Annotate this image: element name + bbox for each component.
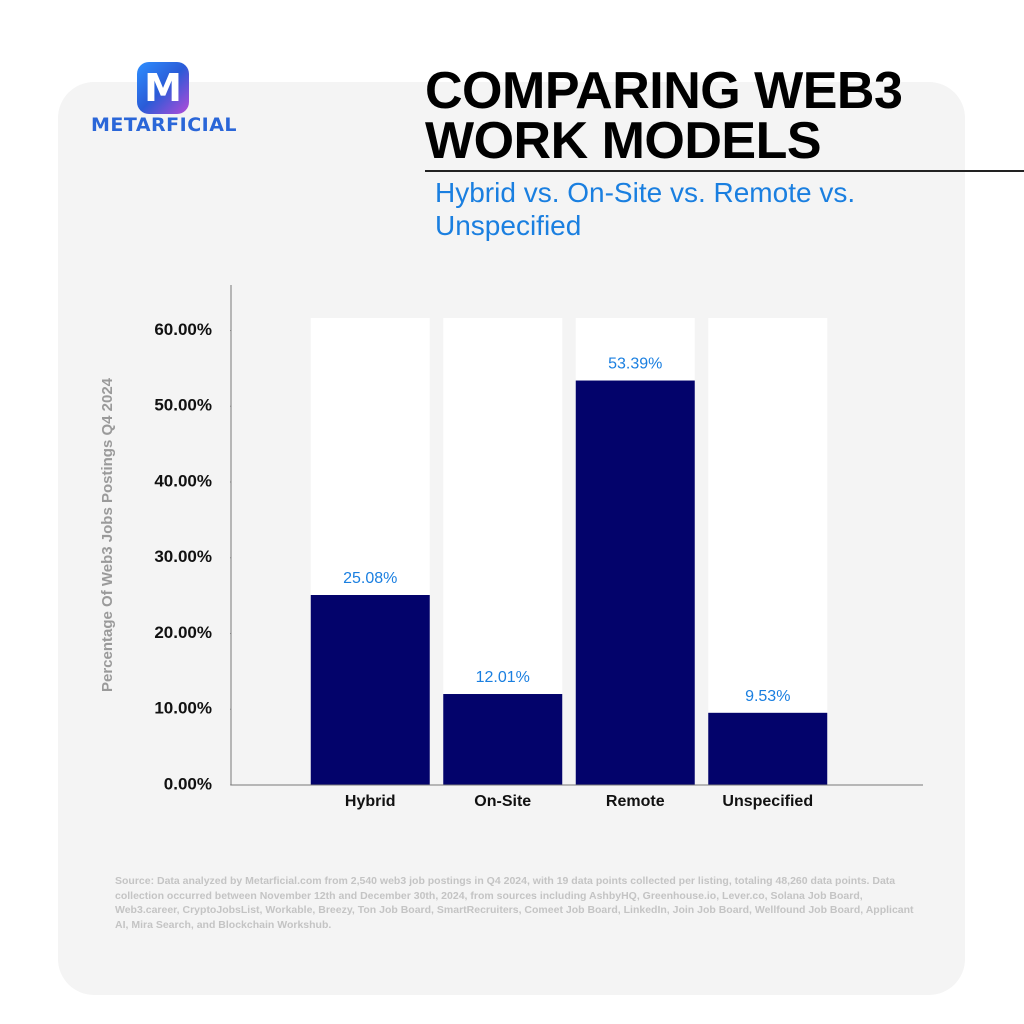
- bar: [708, 712, 828, 785]
- value-label: 12.01%: [476, 669, 530, 686]
- y-tick-label: 20.00%: [154, 623, 212, 642]
- logo-icon: M: [137, 62, 189, 114]
- logo-name: METARFICIAL: [90, 114, 238, 136]
- value-label: 25.08%: [343, 570, 397, 587]
- y-tick-label: 40.00%: [154, 471, 212, 490]
- chart-subtitle: Hybrid vs. On-Site vs. Remote vs. Unspec…: [435, 177, 856, 241]
- value-label: 9.53%: [745, 688, 790, 705]
- bar: [575, 380, 695, 785]
- value-label: 53.39%: [608, 356, 662, 373]
- bar: [310, 595, 430, 785]
- x-tick-label: Hybrid: [345, 793, 396, 810]
- y-axis-label: Percentage Of Web3 Jobs Postings Q4 2024: [99, 377, 116, 692]
- column-background: [708, 318, 828, 785]
- bar: [443, 694, 563, 785]
- x-tick-label: Unspecified: [722, 793, 813, 810]
- y-tick-label: 10.00%: [154, 699, 212, 718]
- source-note: Source: Data analyzed by Metarficial.com…: [115, 875, 914, 931]
- y-tick-label: 30.00%: [154, 547, 212, 566]
- chart-title: COMPARING WEB3 WORK MODELS: [425, 62, 903, 170]
- y-tick-label: 0.00%: [164, 774, 212, 793]
- title-rule: [425, 170, 1024, 172]
- y-tick-label: 50.00%: [154, 396, 212, 415]
- y-tick-label: 60.00%: [154, 320, 212, 339]
- x-tick-label: On-Site: [474, 793, 531, 810]
- x-tick-label: Remote: [606, 793, 665, 810]
